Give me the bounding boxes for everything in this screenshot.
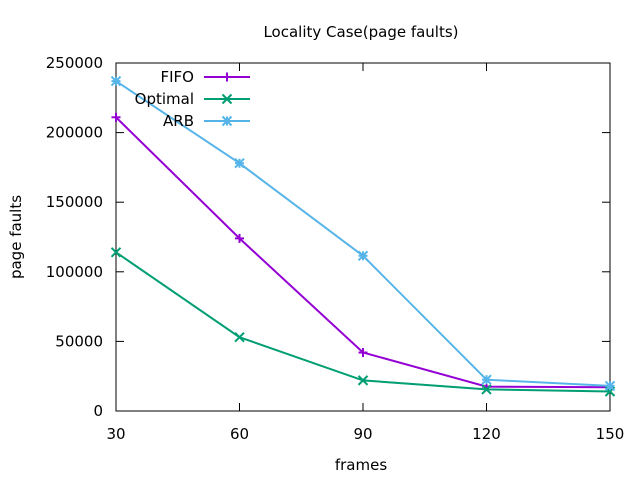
series-arb (110, 75, 616, 392)
data-point (481, 374, 492, 385)
legend-item: Optimal (135, 90, 250, 108)
data-point (357, 250, 369, 261)
data-point (481, 384, 492, 395)
y-tick-label: 100000 (46, 263, 103, 281)
x-tick-label: 90 (353, 425, 372, 443)
legend-item: FIFO (161, 68, 250, 86)
data-point (110, 247, 122, 258)
y-axis: 0 50000 100000 150000 200000 250000 (46, 54, 610, 420)
data-point (111, 112, 121, 122)
y-axis-title: page faults (7, 195, 25, 279)
series-line (115, 251, 611, 393)
data-point (234, 332, 245, 343)
data-point (358, 348, 368, 358)
y-tick-label: 250000 (46, 54, 103, 72)
legend-label: FIFO (161, 68, 195, 86)
x-axis-title: frames (335, 456, 387, 474)
data-point (604, 380, 616, 392)
x-tick-label: 30 (106, 425, 125, 443)
y-tick-label: 200000 (46, 124, 103, 142)
data-point (110, 75, 122, 87)
legend-marker (221, 93, 233, 105)
legend-marker (222, 72, 232, 82)
chart-title: Locality Case(page faults) (263, 23, 458, 41)
legend-item: ARB (163, 112, 250, 130)
legend: FIFO Optimal ARB (135, 68, 250, 130)
x-tick-label: 120 (472, 425, 501, 443)
data-point (234, 158, 245, 169)
x-tick-label: 60 (230, 425, 249, 443)
series-optimal (110, 247, 616, 397)
y-tick-label: 0 (93, 402, 103, 420)
series-layer (110, 75, 616, 397)
x-axis: 30 60 90 120 150 (106, 63, 624, 443)
data-point (235, 233, 244, 243)
data-point (357, 375, 369, 386)
x-tick-label: 150 (596, 425, 625, 443)
y-tick-label: 50000 (55, 332, 103, 350)
legend-marker (221, 115, 233, 127)
legend-label: ARB (163, 112, 194, 130)
y-tick-label: 150000 (46, 193, 103, 211)
legend-label: Optimal (135, 90, 194, 108)
